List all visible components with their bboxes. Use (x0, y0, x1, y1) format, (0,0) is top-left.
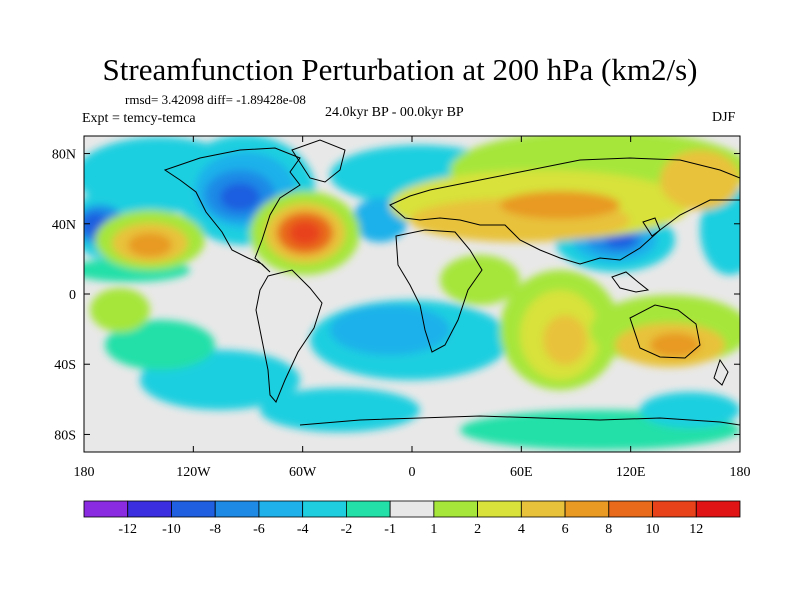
colorbar-label: -2 (341, 522, 353, 537)
colorbar-label: 12 (689, 522, 703, 537)
x-tick-label: 120E (616, 465, 646, 480)
x-tick-label: 60W (289, 465, 317, 480)
colorbar-swatch (171, 500, 216, 518)
y-tick-label: 0 (69, 288, 76, 303)
colorbar-swatch (389, 500, 435, 518)
colorbar-swatch (345, 500, 391, 518)
period-label: 24.0kyr BP - 00.0kyr BP (325, 105, 464, 120)
y-tick-label: 40S (54, 358, 76, 373)
y-axis: 80N 40N 0 40S 80S (52, 148, 740, 443)
colorbar-swatch (608, 500, 653, 518)
coastlines (163, 139, 740, 426)
colorbar-label: 8 (605, 522, 612, 537)
x-tick-label: 60E (510, 465, 533, 480)
x-tick-label: 0 (409, 465, 416, 480)
colorbar-swatch (652, 500, 697, 518)
y-tick-label: 40N (52, 218, 76, 233)
chart-title: Streamfunction Perturbation at 200 hPa (… (102, 52, 698, 87)
colorbar-label: 6 (562, 522, 569, 537)
colorbar-swatch (302, 500, 347, 518)
colorbar-swatch (83, 500, 129, 518)
colorbar-label: -6 (253, 522, 265, 537)
colorbar-label: 1 (430, 522, 437, 537)
experiment-label: Expt = temcy-temca (82, 111, 196, 126)
colorbar-swatch (258, 500, 304, 518)
colorbar-swatch (564, 500, 610, 518)
colorbar-swatch (695, 500, 741, 518)
colorbar-swatch (477, 500, 522, 518)
x-tick-label: 180 (74, 465, 95, 480)
season-label: DJF (712, 110, 736, 125)
colorbar-label: -8 (209, 522, 221, 537)
field-layer (84, 136, 740, 452)
colorbar-label: -12 (118, 522, 137, 537)
y-tick-label: 80S (54, 428, 76, 443)
colorbar-label: 10 (646, 522, 660, 537)
stats-text: rmsd= 3.42098 diff= -1.89428e-08 (125, 92, 306, 107)
x-tick-label: 120W (176, 465, 211, 480)
y-tick-label: 80N (52, 148, 76, 163)
colorbar-swatch (520, 500, 566, 518)
colorbar: -12 -10 -8 -6 -4 -2 -1 1 2 4 6 8 10 12 (83, 500, 741, 537)
colorbar-label: -4 (297, 522, 309, 537)
colorbar-label: -10 (162, 522, 181, 537)
colorbar-label: 2 (474, 522, 481, 537)
x-axis: 180 120W 60W 0 60E 120E 180 (74, 136, 751, 480)
x-tick-label: 180 (730, 465, 751, 480)
colorbar-label: 4 (518, 522, 525, 537)
colorbar-swatch (127, 500, 172, 518)
colorbar-label: -1 (384, 522, 396, 537)
colorbar-swatch (433, 500, 479, 518)
colorbar-swatch (214, 500, 260, 518)
